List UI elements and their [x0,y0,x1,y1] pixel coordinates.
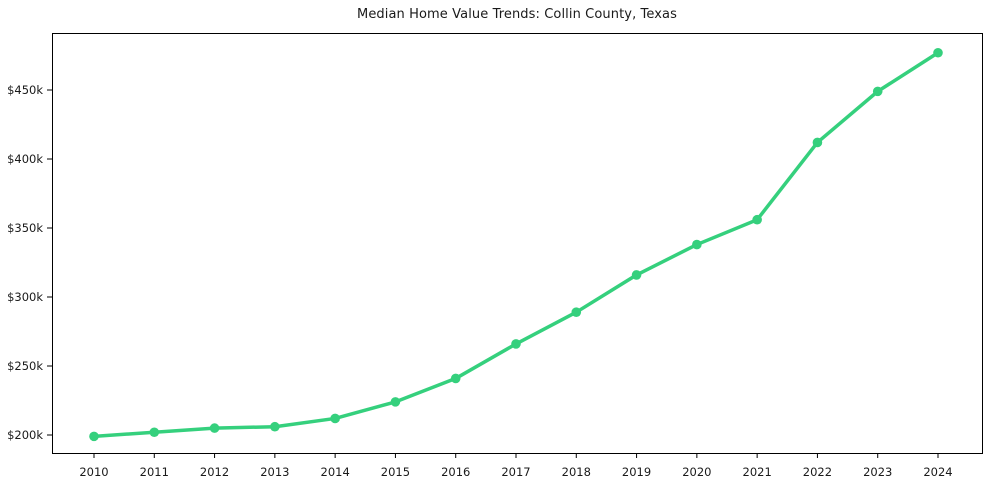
x-tick-label: 2010 [79,465,108,479]
x-tick-label: 2016 [441,465,470,479]
x-tick-label: 2021 [743,465,772,479]
x-tick-label: 2013 [260,465,289,479]
x-tick-label: 2014 [321,465,350,479]
y-tick-label: $200k [7,428,43,442]
x-tick-label: 2019 [622,465,651,479]
data-point-marker [752,214,762,225]
data-point-marker [390,397,401,407]
data-point-marker [270,421,280,432]
y-tick-label: $400k [7,152,43,166]
data-point-marker [933,47,943,58]
data-point-marker [209,423,220,433]
data-point-marker [872,86,883,97]
data-point-marker [511,339,521,349]
x-tick-label: 2023 [863,465,892,479]
y-tick-label: $300k [7,290,43,304]
x-tick-label: 2022 [803,465,832,479]
x-tick-label: 2020 [682,465,711,479]
x-tick-label: 2011 [140,465,169,479]
x-tick-label: 2017 [501,465,530,479]
x-tick-label: 2015 [381,465,410,479]
x-tick-label: 2024 [923,465,952,479]
data-point-marker [571,307,582,317]
y-tick-label: $450k [7,83,43,97]
data-point-marker [330,413,340,424]
data-point-marker [450,373,461,384]
y-tick-label: $250k [7,359,43,373]
y-tick-label: $350k [7,221,43,235]
data-point-marker [812,137,823,148]
data-point-marker [692,239,702,250]
trend-line [92,50,940,439]
plot-border [52,33,983,454]
data-point-marker [89,431,99,442]
data-point-marker [631,270,642,280]
x-tick-label: 2012 [200,465,229,479]
data-point-marker [149,427,160,438]
chart-title: Median Home Value Trends: Collin County,… [357,7,677,22]
x-tick-label: 2018 [562,465,591,479]
